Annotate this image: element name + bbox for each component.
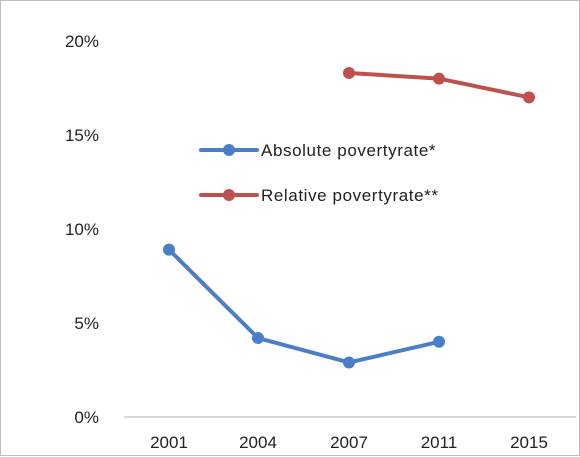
- legend-relative-poverty-rate-marker: [223, 189, 235, 201]
- x-tick-label: 2007: [330, 433, 368, 452]
- y-tick-label: 5%: [74, 314, 99, 333]
- x-tick-label: 2004: [239, 433, 277, 452]
- absolute-poverty-rate-point: [163, 243, 175, 256]
- y-axis-tick-labels: 0% 5% 10% 15% 20%: [65, 32, 99, 427]
- y-tick-label: 0%: [74, 408, 99, 427]
- plot-series: [163, 66, 535, 369]
- y-tick-label: 10%: [65, 220, 99, 239]
- x-axis-tick-labels: 2001 2004 2007 2011 2015: [150, 433, 548, 452]
- legend-relative-poverty-rate-label: Relative povertyrate**: [261, 186, 439, 205]
- relative-poverty-rate-point: [343, 66, 355, 79]
- absolute-poverty-rate-line: [167, 247, 441, 365]
- absolute-poverty-rate-point: [433, 335, 445, 348]
- y-tick-label: 20%: [65, 32, 99, 51]
- x-tick-label: 2001: [150, 433, 188, 452]
- x-tick-label: 2011: [421, 433, 458, 452]
- relative-poverty-rate-point: [523, 91, 535, 104]
- relative-poverty-rate-point: [433, 72, 445, 85]
- legend: Absolute povertyrate* Relative povertyrat…: [199, 141, 439, 205]
- x-tick-label: 2015: [510, 433, 548, 452]
- legend-absolute-poverty-rate-marker: [223, 144, 235, 156]
- y-tick-label: 15%: [65, 126, 99, 145]
- absolute-poverty-rate-point: [343, 356, 355, 369]
- absolute-poverty-rate-point: [252, 332, 264, 345]
- legend-absolute-poverty-rate-label: Absolute povertyrate*: [261, 141, 436, 160]
